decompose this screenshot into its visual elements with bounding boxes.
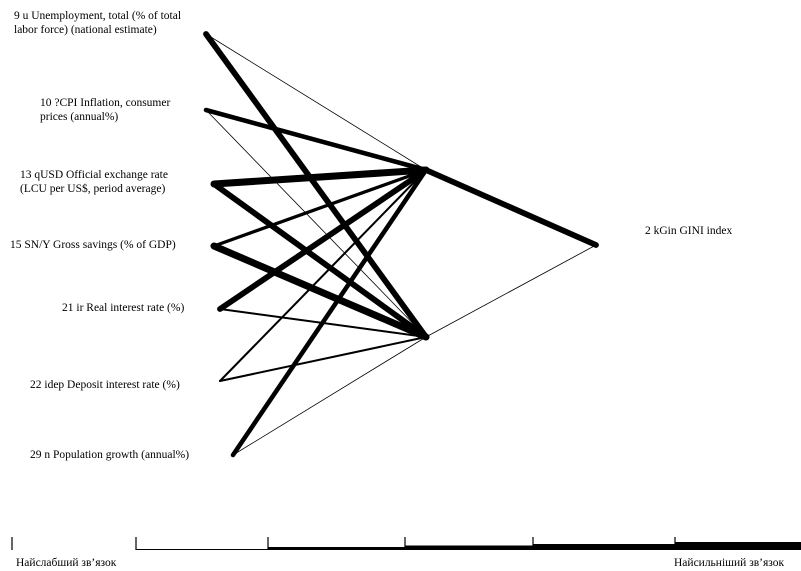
- legend-strongest-label: Найсильніший зв’язок: [674, 557, 785, 569]
- edge-input-6-hidden-0: [230, 167, 429, 458]
- edge-input-2-hidden-1: [211, 181, 429, 340]
- edge-input-2-hidden-0: [210, 166, 430, 188]
- edge-input-6-hidden-1: [232, 336, 427, 456]
- edge-input-0-hidden-0: [205, 33, 427, 171]
- input-label-real-interest: 21 ir Real interest rate (%): [62, 302, 185, 314]
- edge-input-0-hidden-1: [203, 31, 429, 340]
- input-label-unemployment: 9 u Unemployment, total (% of total labor…: [14, 10, 182, 36]
- edge-input-5-hidden-0: [218, 168, 428, 383]
- legend-level-5: [675, 542, 801, 550]
- input-label-population-growth: 29 n Population growth (annual%): [30, 449, 190, 461]
- legend-weakest-label: Найслабший зв’язок: [16, 557, 117, 569]
- edge-input-1-hidden-0: [203, 107, 429, 173]
- edge-input-3-hidden-0: [212, 168, 428, 248]
- legend-level-1: [136, 549, 268, 550]
- edge-input-4-hidden-0: [217, 167, 429, 312]
- legend-level-4: [533, 544, 675, 550]
- input-label-cpi-inflation: 10 ?CPI Inflation, consumer prices (annua…: [40, 97, 171, 123]
- edge-input-3-hidden-1: [210, 242, 430, 341]
- input-label-gross-savings: 15 SN/Y Gross savings (% of GDP): [10, 239, 176, 251]
- legend-level-3: [405, 545, 533, 550]
- edge-input-1-hidden-1: [205, 109, 427, 338]
- input-label-exchange-rate: 13 qUSD Official exchange rate (LCU per U…: [20, 169, 168, 195]
- input-label-deposit-interest: 22 idep Deposit interest rate (%): [30, 379, 180, 391]
- edge-input-5-hidden-1: [218, 335, 428, 383]
- legend-level-2: [268, 547, 405, 550]
- edge-hidden-1-output: [425, 244, 597, 338]
- output-label-gini: 2 kGin GINI index: [645, 225, 733, 237]
- edge-hidden-0-output: [423, 167, 599, 248]
